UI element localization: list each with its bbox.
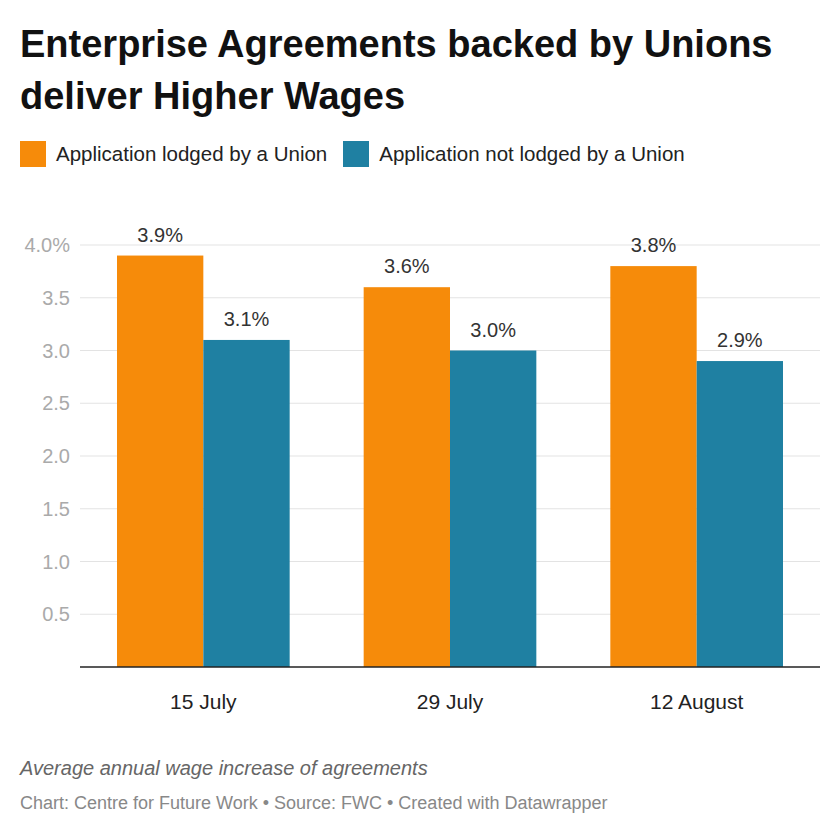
data-labels: 3.9% 3.6% 3.8% 3.1% 3.0% 2.9%: [137, 224, 762, 351]
bar: [697, 361, 783, 667]
legend: Application lodged by a Union Application…: [20, 141, 701, 167]
y-tick-label: 1.0: [42, 551, 70, 573]
legend-label: Application not lodged by a Union: [379, 142, 684, 166]
x-tick-label: 12 August: [650, 690, 744, 713]
x-tick-label: 29 July: [417, 690, 484, 713]
source: Chart: Centre for Future Work • Source: …: [20, 793, 607, 814]
bar: [450, 351, 536, 668]
data-label: 3.6%: [384, 255, 430, 277]
title: Enterprise Agreements backed by Unions d…: [20, 18, 780, 122]
legend-item: Application not lodged by a Union: [343, 141, 684, 167]
legend-label: Application lodged by a Union: [56, 142, 327, 166]
data-label: 2.9%: [717, 329, 763, 351]
y-tick-label: 1.5: [42, 498, 70, 520]
chart: 0.5 1.0 1.5 2.0 2.5 3.0 3.5 4.0% 3.9% 3.6% 3.8% 3.1…: [0, 0, 840, 840]
y-tick-label: 0.5: [42, 603, 70, 625]
legend-swatch: [20, 141, 46, 167]
bar: [203, 340, 289, 667]
bar: [364, 287, 450, 667]
data-label: 3.8%: [631, 234, 677, 256]
bars: [117, 256, 783, 667]
data-label: 3.9%: [137, 224, 183, 246]
y-tick-label: 2.0: [42, 445, 70, 467]
data-label: 3.1%: [224, 308, 270, 330]
grid-line: [80, 245, 820, 246]
y-tick-label: 3.0: [42, 340, 70, 362]
bar: [117, 256, 203, 667]
y-tick-label: 2.5: [42, 392, 70, 414]
legend-item: Application lodged by a Union: [20, 141, 327, 167]
caption: Average annual wage increase of agreemen…: [20, 757, 428, 780]
y-tick-label: 3.5: [42, 287, 70, 309]
y-tick-label: 4.0%: [24, 234, 70, 256]
x-axis-line: [80, 666, 820, 668]
x-tick-label: 15 July: [170, 690, 237, 713]
bar: [610, 266, 696, 667]
data-label: 3.0%: [470, 319, 516, 341]
legend-swatch: [343, 141, 369, 167]
